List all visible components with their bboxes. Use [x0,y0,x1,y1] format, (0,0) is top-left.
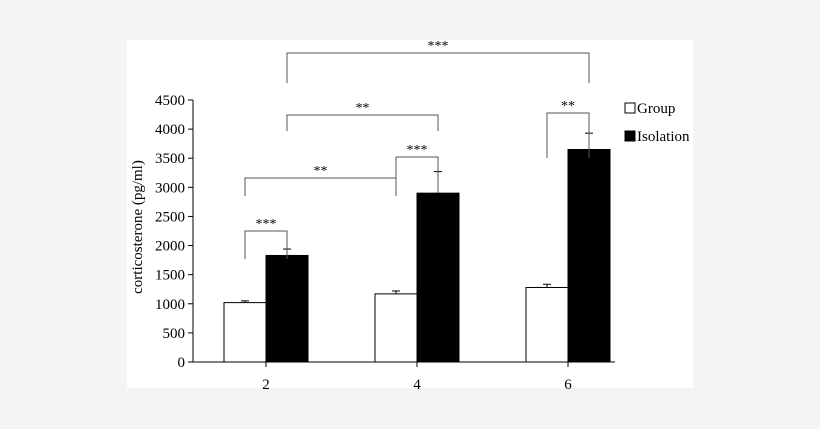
significance-label: *** [407,143,428,158]
x-tick-label: 4 [413,377,421,393]
y-tick-label: 1000 [155,297,185,313]
legend-label: Isolation [637,129,690,145]
significance-label: ** [356,101,370,116]
y-tick-label: 1500 [155,268,185,284]
significance-label: *** [428,39,449,54]
significance-label: ** [561,99,575,114]
legend-label: Group [637,101,675,117]
y-axis-label: corticosterone (pg/ml) [130,160,146,294]
bar [223,302,267,363]
bar [525,286,569,363]
significance-label: ** [314,164,328,179]
y-tick-label: 2500 [155,209,185,225]
significance-bracket [546,112,590,158]
significance-bracket [244,230,288,259]
y-tick-label: 500 [163,326,186,342]
y-tick-label: 2000 [155,239,185,255]
y-tick-label: 4500 [155,93,185,109]
y-tick-label: 4000 [155,122,185,138]
y-tick-label: 3500 [155,151,185,167]
significance-label: *** [256,217,277,232]
legend-swatch [624,102,636,114]
x-tick-label: 2 [262,377,270,393]
bar [567,148,611,363]
bar [265,254,309,363]
bar [374,293,418,363]
significance-bracket [286,52,590,83]
x-tick-label: 6 [564,377,572,393]
plot-area: 0 500 1000 1500 2000 2500 3000 3500 4000 4500 2 4 6 *… [155,39,690,393]
significance-bracket [286,114,439,131]
y-tick-label: 3000 [155,180,185,196]
bar [416,192,460,363]
legend-swatch [624,130,636,142]
significance-bracket [244,177,397,196]
y-tick-label: 0 [178,355,186,371]
significance-bracket [395,156,439,193]
